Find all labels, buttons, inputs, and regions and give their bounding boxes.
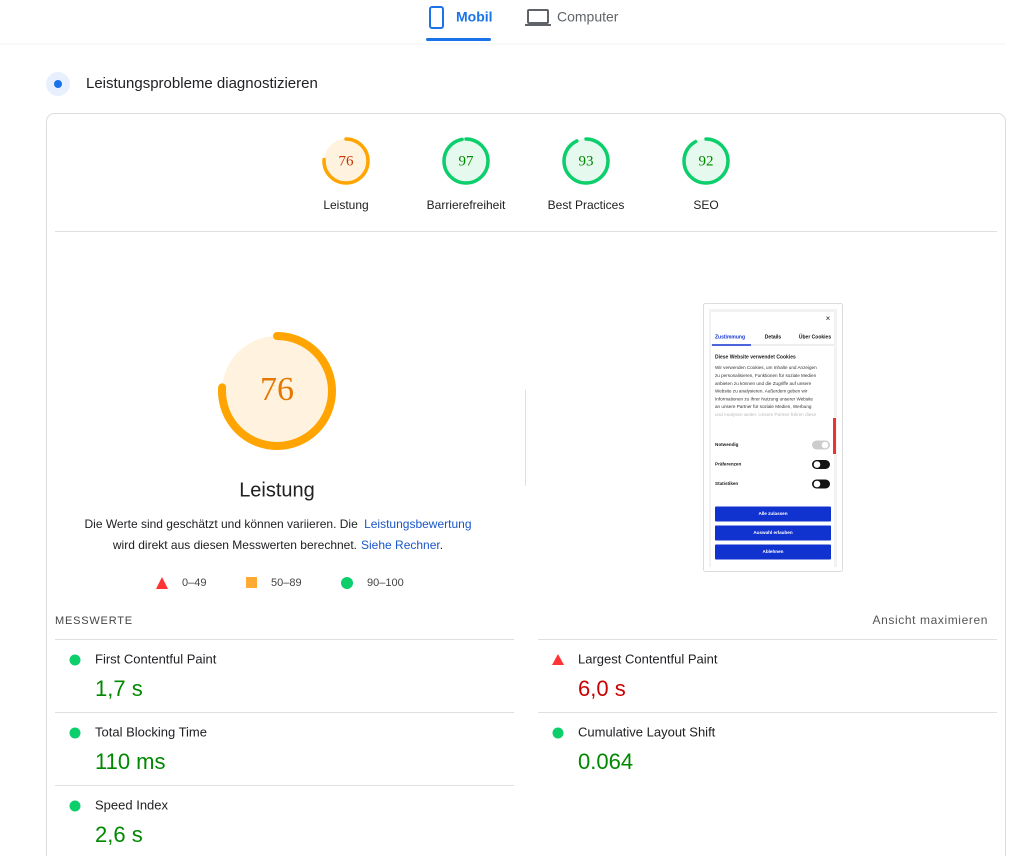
- link[interactable]: Siehe Rechner: [361, 538, 440, 552]
- metric-value: 0.064: [578, 749, 633, 774]
- section-title: Leistungsprobleme diagnostizieren: [86, 75, 318, 92]
- description-text: .: [440, 538, 443, 552]
- expand-button[interactable]: Ansicht maximieren: [872, 613, 988, 627]
- metric-name: Speed Index: [95, 797, 169, 812]
- legend-label: 0–49: [182, 577, 206, 589]
- scrollbar: [833, 418, 836, 454]
- dialog-button[interactable]: [715, 525, 831, 541]
- dialog-button[interactable]: [715, 544, 831, 560]
- legend-pass-icon: [341, 577, 353, 589]
- metric-name: Largest Contentful Paint: [578, 651, 718, 666]
- dialog-tab: Details: [765, 334, 782, 340]
- toggle-knob: [813, 480, 821, 488]
- legend-fail-icon: [156, 577, 168, 589]
- dialog-text: und Analysen weiter. Unsere Partner führ…: [715, 412, 817, 417]
- dialog-text: Informationen zu Ihrer Nutzung unserer W…: [715, 396, 813, 401]
- description-text: Die Werte sind geschätzt und können vari…: [84, 517, 361, 531]
- metric-value: 2,6 s: [95, 822, 143, 847]
- gauge-arc: [442, 137, 490, 185]
- dialog-tab: Zustimmung: [715, 334, 745, 340]
- gauge-title: Leistung: [239, 479, 315, 501]
- cookie-dialog: [711, 312, 834, 567]
- screenshot: × Zustimmung Details Über Cookies Diese Web…: [703, 303, 843, 572]
- section-icon-dot: [54, 80, 62, 88]
- toggle-knob: [821, 441, 829, 449]
- dialog-text: Website zu analysieren. Außerdem geben w…: [715, 389, 808, 394]
- metric-fail-icon: [552, 654, 564, 665]
- metric-name: Cumulative Layout Shift: [578, 724, 716, 739]
- gauge-label: SEO: [693, 198, 718, 212]
- tab[interactable]: Mobil: [456, 9, 493, 25]
- dialog-button-label: Alle zulassen: [758, 511, 787, 516]
- metrics: First Contentful Paint 1,7 s Largest Conte…: [55, 639, 997, 847]
- gauge-bg: [564, 139, 608, 183]
- legend-label: 50–89: [271, 577, 302, 589]
- tab[interactable]: Computer: [557, 9, 619, 25]
- gauge-bg: [444, 139, 488, 183]
- description-text: wird direkt aus diesen Messwerten berech…: [112, 538, 357, 552]
- dialog-button-label: Auswahl erlauben: [753, 530, 793, 535]
- metric-pass-icon: [69, 800, 81, 812]
- metric-value: 110 ms: [95, 749, 166, 774]
- metric-pass-icon: [69, 727, 81, 739]
- gauge-label: Leistung: [323, 198, 368, 212]
- gauge-bg: [324, 139, 368, 183]
- mobile-icon: [429, 6, 444, 29]
- toggle-label: Statistiken: [715, 481, 738, 486]
- gauge-arc: [218, 332, 336, 450]
- metric-pass-icon: [552, 727, 564, 739]
- metric-value: 6,0 s: [578, 676, 626, 701]
- metric-name: First Contentful Paint: [95, 651, 217, 666]
- metric-pass-icon: [69, 654, 81, 666]
- dialog-content: Zustimmung Details Über Cookies Diese Websi…: [715, 333, 831, 560]
- tab-indicator: [426, 38, 491, 41]
- toggle-knob: [813, 461, 821, 468]
- desktop-icon: [527, 9, 549, 24]
- toggle-label: Präferenzen: [715, 462, 741, 467]
- gauge-arc: [322, 137, 370, 185]
- dialog-text: an unsere Partner für soziale Medien, We…: [715, 404, 812, 409]
- legend-label: 90–100: [367, 577, 404, 589]
- gauges: 76 Leistung 97 Barrierefreiheit 93 Best Pract…: [218, 137, 730, 450]
- toggle-label: Notwendig: [715, 442, 739, 447]
- description: Die Werte sind geschätzt und können vari…: [84, 517, 471, 531]
- dialog-button[interactable]: [715, 506, 831, 522]
- link[interactable]: Leistungsbewertung: [364, 517, 471, 531]
- gauge-score: 76: [260, 371, 294, 408]
- metric-value: 1,7 s: [95, 676, 143, 701]
- gauge-arc: [562, 137, 610, 185]
- dialog-text: anbieten zu können und die Zugriffe auf …: [715, 381, 812, 386]
- dialog-tab: Über Cookies: [799, 333, 831, 340]
- gauge-arc: [682, 137, 730, 185]
- gauge-score: 76: [339, 153, 355, 169]
- gauge-bg: [684, 139, 728, 183]
- dialog-text: zu personalisieren, Funktionen für sozia…: [715, 373, 817, 378]
- legend-average-icon: [246, 577, 257, 588]
- close-icon[interactable]: ×: [826, 314, 831, 323]
- gauge-score: 93: [579, 153, 594, 169]
- dialog-heading: Diese Website verwendet Cookies: [715, 354, 796, 360]
- dialog-button-label: Ablehnen: [763, 549, 784, 554]
- gauge-label: Best Practices: [548, 198, 625, 212]
- gauge-score: 92: [699, 153, 714, 169]
- gauge-label: Barrierefreiheit: [427, 198, 506, 212]
- dialog-text: Wir verwenden Cookies, um Inhalte und An…: [715, 365, 817, 370]
- metrics-header: MESSWERTE: [55, 615, 133, 627]
- description: wird direkt aus diesen Messwerten berech…: [112, 538, 443, 552]
- metric-name: Total Blocking Time: [95, 724, 207, 739]
- gauge-bg: [222, 336, 332, 446]
- gauge-score: 97: [459, 153, 475, 169]
